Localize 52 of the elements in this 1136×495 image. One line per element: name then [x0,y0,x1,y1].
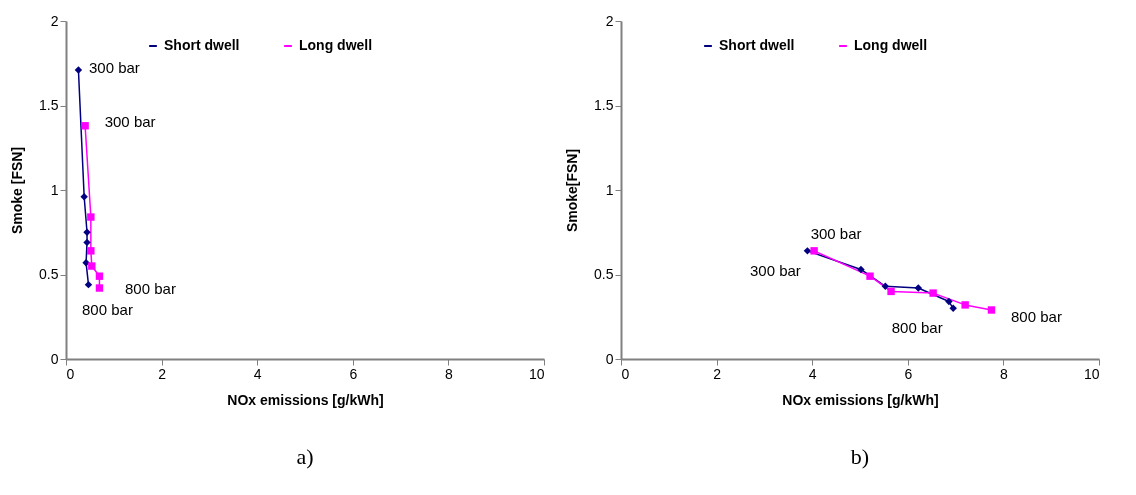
annotation: 300 bar [749,261,801,279]
x-tick-label: 8 [445,365,453,382]
y-tick-label: 1 [50,181,59,198]
legend-label: Short dwell [164,37,240,53]
annotation: 800 bar [1011,307,1062,325]
annotation: 800 bar [125,280,176,298]
y-axis-title: Smoke[FSN] [564,148,581,233]
x-tick-label: 4 [253,365,262,382]
x-tick-label: 4 [808,365,817,382]
x-axis-title: NOx emissions [g/kWh] [227,391,384,408]
annotation: 800 bar [82,300,133,318]
x-tick-label: 0 [621,365,630,382]
point [949,304,957,313]
annotation: 300 bar [810,224,862,242]
x-axis-title: NOx emissions [g/kWh] [782,391,939,408]
y-tick-label: 1.5 [39,97,59,113]
point [914,284,923,292]
y-tick-label: 0.5 [39,266,59,282]
annotation: 300 bar [88,59,140,77]
annotation: 300 bar [104,112,156,130]
point [887,287,895,296]
x-tick-label: 2 [158,365,167,382]
legend-label: Long dwell [299,37,373,53]
y-tick-label: 0 [605,350,614,367]
y-axis-title: Smoke [FSN] [9,146,26,235]
point [881,282,890,291]
point [810,247,818,255]
point [866,272,874,280]
point [987,306,996,314]
legend-label: Short dwell [719,37,795,53]
x-tick-label: 2 [713,365,722,382]
y-tick-label: 2 [605,12,614,29]
text: b) [850,444,870,469]
y-tick-label: 2 [50,12,59,29]
y-tick-label: 0.5 [594,266,614,282]
x-tick-label: 0 [66,365,75,382]
point [945,297,953,306]
legend-label: Long dwell [854,37,928,53]
x-tick-label: 10 [528,365,545,382]
x-tick-label: 10 [1083,365,1100,382]
y-tick-label: 1 [605,181,614,198]
x-tick-label: 6 [349,365,358,382]
x-tick-label: 6 [904,365,913,382]
point [929,289,937,297]
text: a) [296,444,314,469]
y-tick-label: 0 [50,350,59,367]
annotation: 800 bar [891,319,943,337]
x-tick-label: 8 [1000,365,1008,382]
y-tick-label: 1.5 [594,97,614,113]
point [961,301,969,309]
point [857,265,865,274]
point [803,247,812,255]
